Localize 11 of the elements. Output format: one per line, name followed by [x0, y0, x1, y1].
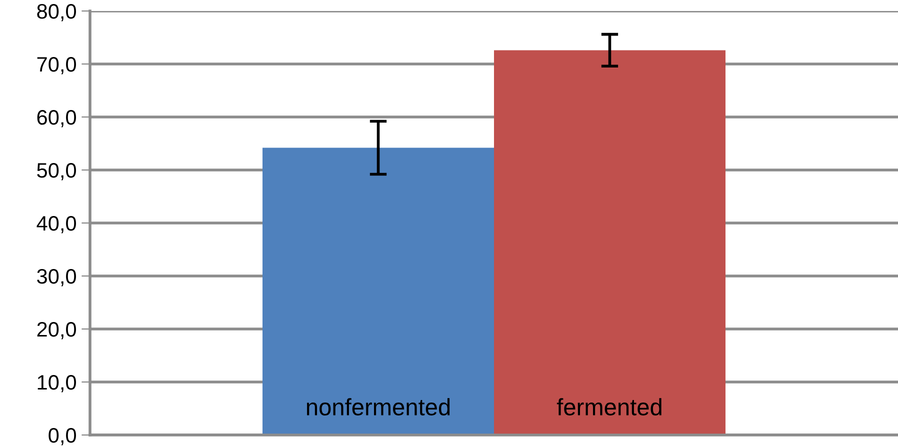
series-label: fermented	[556, 398, 662, 416]
y-tick-label: 30,0	[37, 269, 76, 286]
y-tick-label: 20,0	[37, 322, 76, 340]
y-tick-label: 0,0	[48, 428, 76, 446]
y-tick-label: 50,0	[37, 163, 76, 180]
y-tick-label: 70,0	[37, 57, 76, 74]
y-tick-label: 40,0	[36, 216, 76, 234]
y-tick-label: 60,0	[37, 110, 76, 128]
y-tick-label: 80,0	[37, 4, 76, 22]
series-label: nonfermented	[306, 398, 450, 416]
y-tick-label: 10,0	[38, 375, 76, 392]
